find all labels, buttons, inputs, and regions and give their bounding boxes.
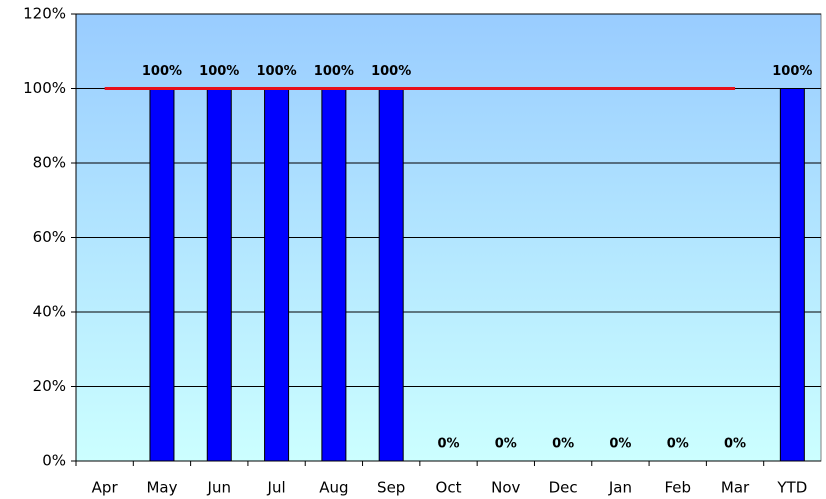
data-label: 0%: [609, 437, 631, 452]
data-label: 0%: [437, 437, 459, 452]
x-tick-label: Jul: [267, 479, 286, 497]
bar: [779, 88, 805, 462]
data-label: 100%: [371, 64, 411, 79]
bar: [264, 88, 290, 462]
x-tick-label: Feb: [664, 479, 691, 497]
y-tick-label: 100%: [23, 79, 66, 97]
bar: [149, 88, 175, 462]
data-label: 100%: [256, 64, 296, 79]
bar: [321, 88, 347, 462]
x-tick-label: Sep: [377, 479, 405, 497]
data-label: 0%: [667, 437, 689, 452]
data-label: 0%: [552, 437, 574, 452]
y-tick-label: 20%: [33, 377, 66, 395]
x-tick-label: Jun: [207, 479, 231, 497]
x-tick-label: Nov: [491, 479, 520, 497]
x-tick-label: May: [146, 479, 177, 497]
y-tick-label: 40%: [33, 303, 66, 321]
data-label: 100%: [314, 64, 354, 79]
x-tick-label: YTD: [776, 479, 807, 497]
data-label: 100%: [199, 64, 239, 79]
y-tick-label: 120%: [23, 5, 66, 23]
x-tick-label: Apr: [92, 479, 119, 497]
y-tick-label: 60%: [33, 228, 66, 246]
y-tick-label: 80%: [33, 154, 66, 172]
y-tick-label: 0%: [42, 452, 66, 470]
data-label: 100%: [772, 64, 812, 79]
data-label: 100%: [142, 64, 182, 79]
data-label: 0%: [495, 437, 517, 452]
x-tick-label: Mar: [721, 479, 750, 497]
x-tick-label: Oct: [436, 479, 462, 497]
data-label: 0%: [724, 437, 746, 452]
bar: [378, 88, 404, 462]
x-tick-label: Jan: [608, 479, 632, 497]
bar: [206, 88, 232, 462]
x-tick-label: Dec: [549, 479, 578, 497]
x-tick-label: Aug: [319, 479, 348, 497]
